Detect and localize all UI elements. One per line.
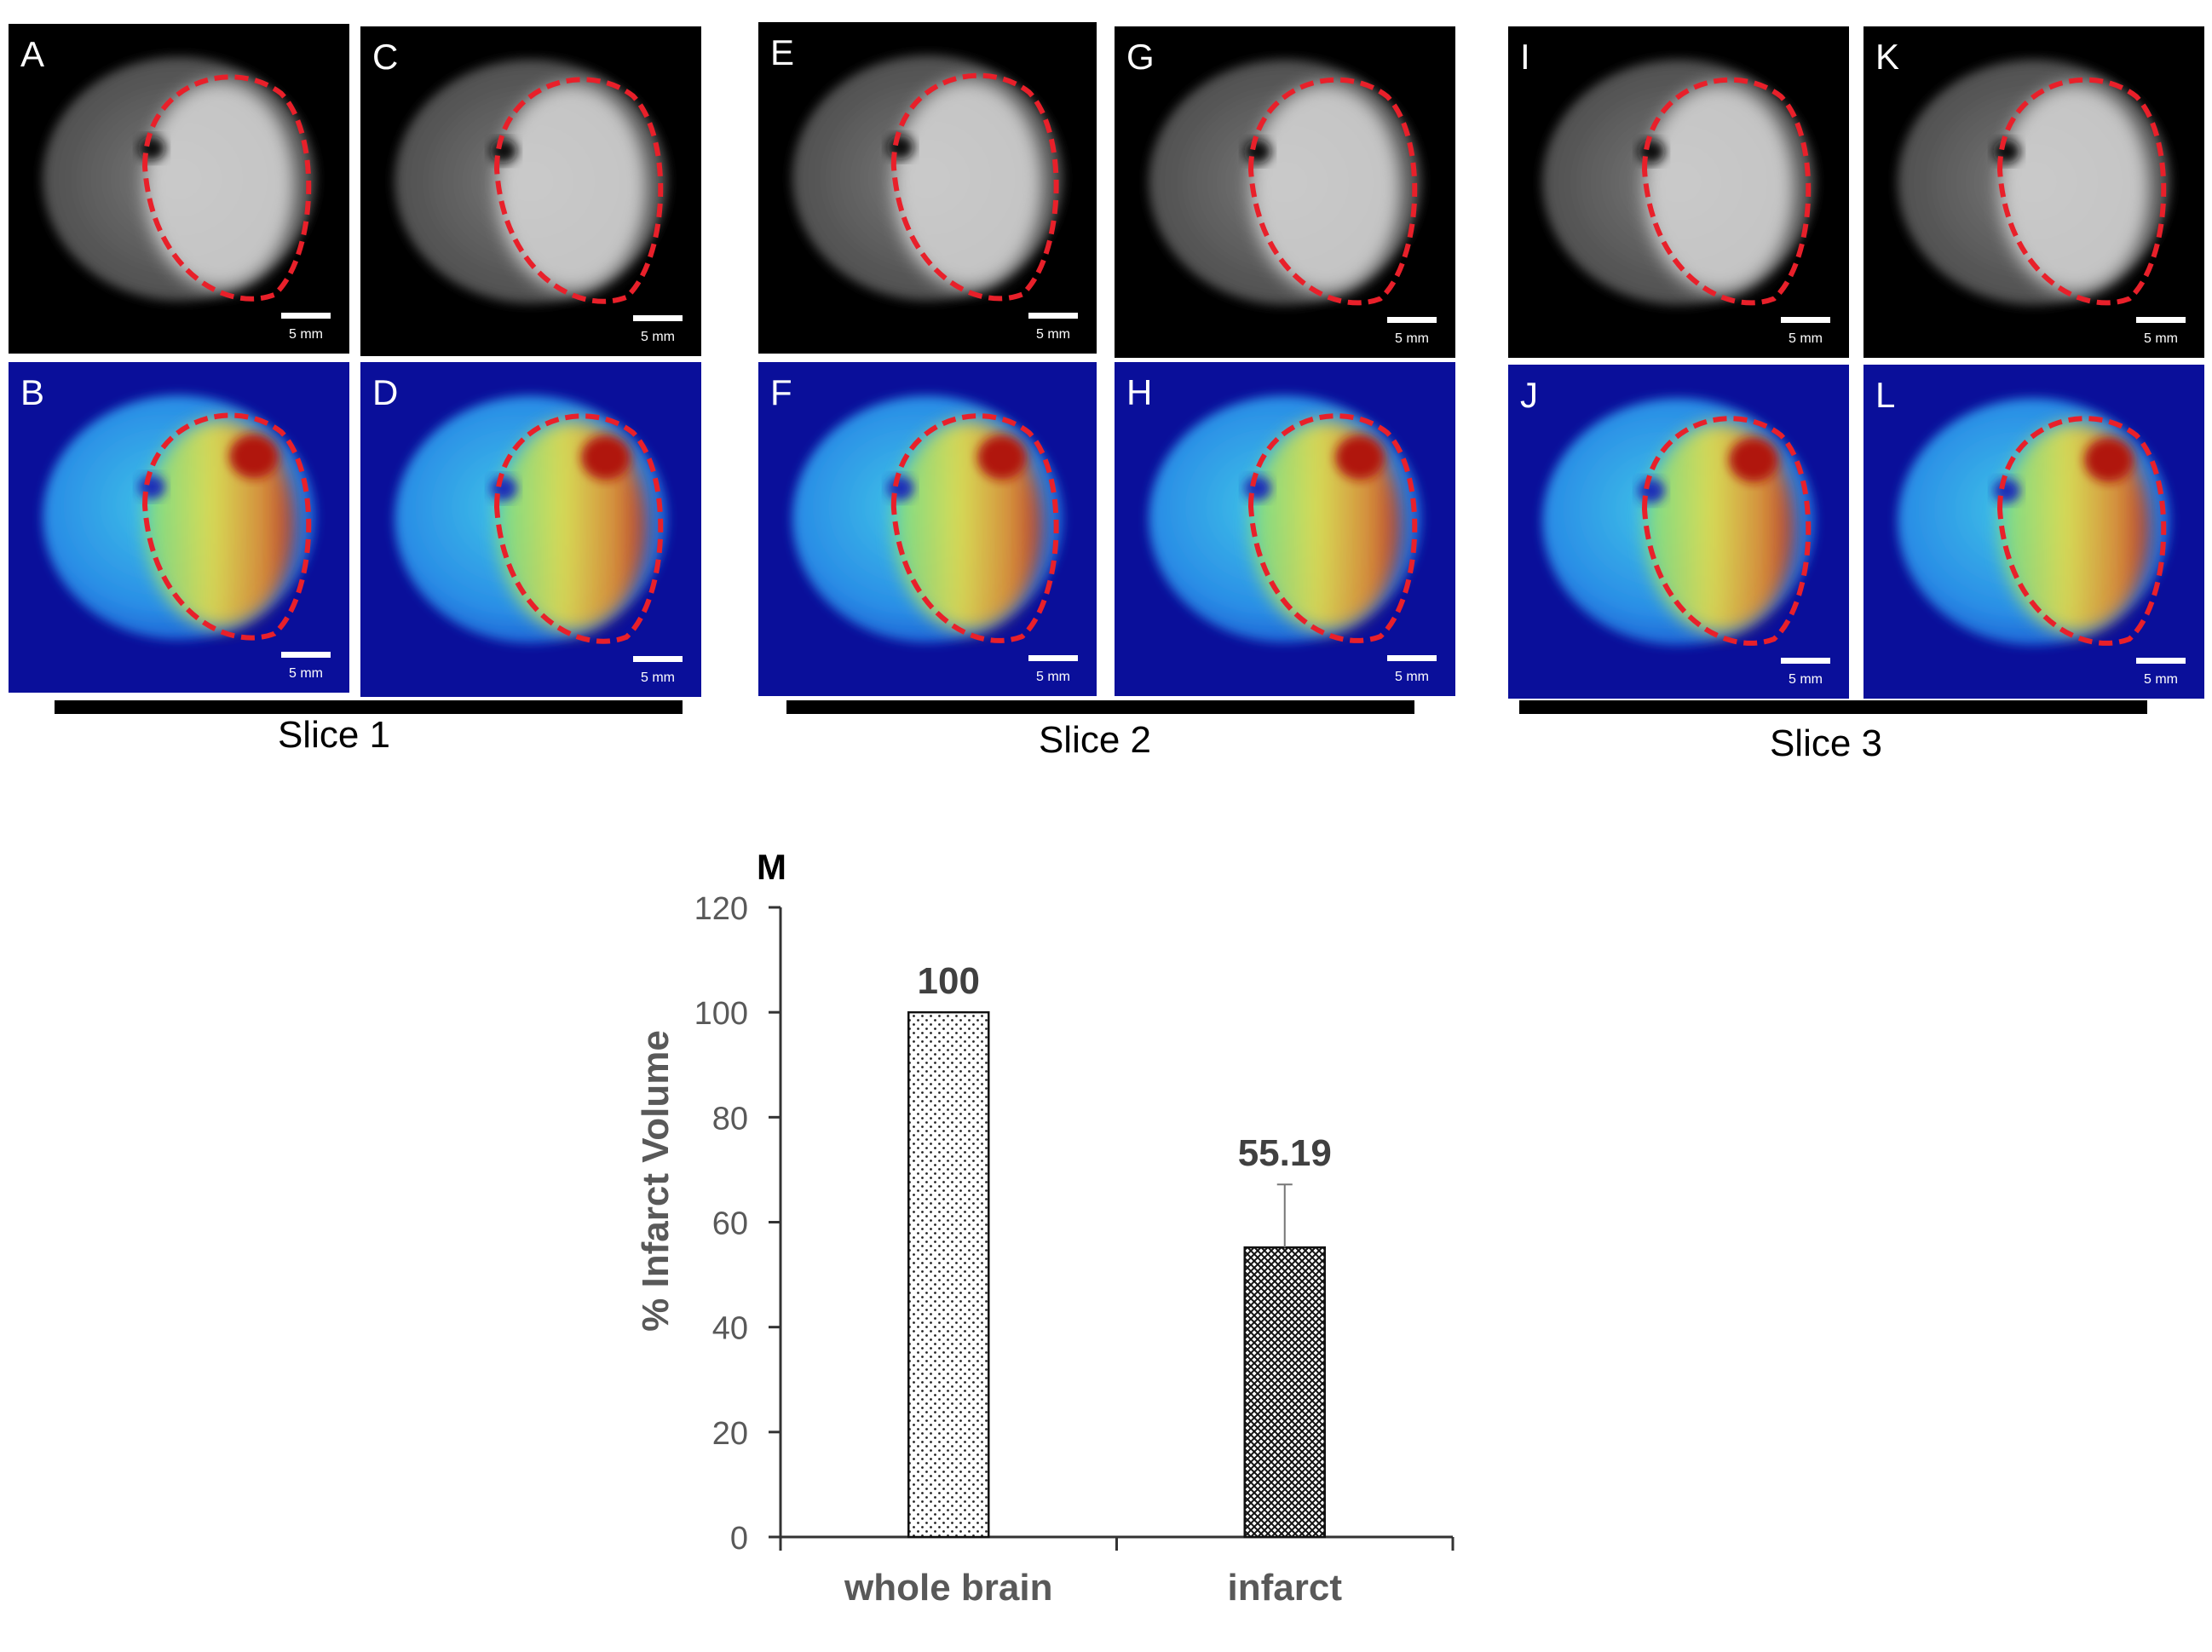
scale-bar-label: 5 mm bbox=[2144, 672, 2178, 687]
scale-bar bbox=[2136, 317, 2186, 323]
scale-bar-label: 5 mm bbox=[1789, 331, 1823, 346]
scale-bar bbox=[281, 313, 331, 319]
mri-panel-a: A 5 mm bbox=[9, 24, 349, 354]
roi-outline bbox=[141, 412, 312, 641]
y-tick-label: 120 bbox=[694, 891, 748, 927]
mri-panel-e: E 5 mm bbox=[758, 22, 1097, 354]
roi-outline bbox=[890, 72, 1059, 302]
y-tick-label: 100 bbox=[694, 996, 748, 1032]
scale-bar bbox=[2136, 658, 2186, 664]
scale-bar bbox=[1387, 655, 1437, 661]
mri-panel-h: H 5 mm bbox=[1115, 362, 1455, 696]
bar-infarct bbox=[1243, 1246, 1326, 1539]
roi-outline bbox=[1641, 77, 1812, 306]
scale-bar bbox=[1781, 658, 1830, 664]
slice-label: Slice 3 bbox=[1770, 722, 1882, 764]
slice-label: Slice 2 bbox=[1039, 719, 1151, 761]
roi-outline bbox=[493, 77, 664, 304]
y-axis-label: % Infarct Volume bbox=[635, 1030, 677, 1332]
infarct-volume-chart: M 0 20 40 60 80 100 120 100 whole brain 55.19 infa… bbox=[635, 847, 1455, 1609]
slice-bar bbox=[786, 700, 1414, 714]
scale-bar-label: 5 mm bbox=[289, 327, 323, 342]
y-tick-label: 0 bbox=[730, 1521, 748, 1557]
panel-letter: D bbox=[372, 372, 398, 412]
y-tick-label: 60 bbox=[712, 1206, 748, 1242]
panel-letter: A bbox=[20, 34, 44, 74]
slice-label: Slice 1 bbox=[278, 714, 390, 756]
y-tick-label: 80 bbox=[712, 1101, 748, 1137]
roi-outline bbox=[1996, 416, 2167, 646]
mri-panel-c: C 5 mm bbox=[360, 26, 701, 356]
scale-bar-label: 5 mm bbox=[1789, 672, 1823, 687]
y-tick-label: 40 bbox=[712, 1311, 748, 1347]
scale-bar-label: 5 mm bbox=[641, 330, 675, 344]
roi-outline bbox=[493, 413, 664, 644]
scale-bar bbox=[633, 315, 683, 321]
y-tick-label: 20 bbox=[712, 1416, 748, 1452]
scale-bar-label: 5 mm bbox=[1395, 670, 1429, 684]
panel-letter: E bbox=[770, 32, 794, 72]
mri-panel-b: B 5 mm bbox=[9, 362, 349, 693]
roi-outline bbox=[1641, 416, 1812, 646]
scale-bar bbox=[633, 656, 683, 662]
panel-letter: K bbox=[1875, 37, 1899, 77]
data-label: 100 bbox=[918, 960, 980, 1002]
mri-panel-f: F 5 mm bbox=[758, 362, 1097, 696]
scale-bar bbox=[1781, 317, 1830, 323]
mri-panel-l: L 5 mm bbox=[1863, 365, 2204, 699]
roi-outline bbox=[890, 413, 1059, 643]
mri-panel-j: J 5 mm bbox=[1508, 365, 1849, 699]
panel-letter: F bbox=[770, 372, 792, 412]
roi-outline bbox=[141, 74, 312, 302]
scale-bar bbox=[1028, 313, 1078, 319]
scale-bar-label: 5 mm bbox=[1036, 670, 1070, 684]
panel-letter: L bbox=[1875, 375, 1895, 415]
scale-bar bbox=[1028, 655, 1078, 661]
scale-bar-label: 5 mm bbox=[641, 671, 675, 685]
panel-letter: H bbox=[1126, 372, 1152, 412]
scale-bar-label: 5 mm bbox=[289, 666, 323, 681]
scale-bar bbox=[281, 652, 331, 658]
panel-letter: C bbox=[372, 37, 398, 77]
mri-panel-k: K 5 mm bbox=[1863, 26, 2204, 358]
roi-outline bbox=[1247, 77, 1418, 306]
mri-panel-i: I 5 mm bbox=[1508, 26, 1849, 358]
mri-panel-d: D 5 mm bbox=[360, 362, 701, 697]
mri-panel-g: G 5 mm bbox=[1115, 26, 1455, 358]
panel-letter: G bbox=[1126, 37, 1155, 77]
slice-bar bbox=[1519, 700, 2147, 714]
x-tick-label: whole brain bbox=[844, 1567, 1052, 1609]
panel-letter-m: M bbox=[757, 847, 786, 887]
bar-whole-brain bbox=[907, 1010, 990, 1539]
roi-outline bbox=[1247, 413, 1418, 643]
roi-outline bbox=[1996, 77, 2167, 306]
scale-bar-label: 5 mm bbox=[1395, 331, 1429, 346]
scale-bar bbox=[1387, 317, 1437, 323]
slice-bar bbox=[55, 700, 683, 714]
data-label: 55.19 bbox=[1238, 1132, 1332, 1174]
scale-bar-label: 5 mm bbox=[1036, 327, 1070, 342]
x-tick-label: infarct bbox=[1228, 1567, 1343, 1609]
figure-canvas: A 5 mm B 5 mm C 5 mm D 5 mm E 5 mm F 5 mm G 5 mm H 5 mm… bbox=[9, 22, 2204, 764]
scale-bar-label: 5 mm bbox=[2144, 331, 2178, 346]
panel-letter: B bbox=[20, 372, 44, 412]
panel-letter: J bbox=[1520, 375, 1538, 415]
panel-letter: I bbox=[1520, 37, 1530, 77]
